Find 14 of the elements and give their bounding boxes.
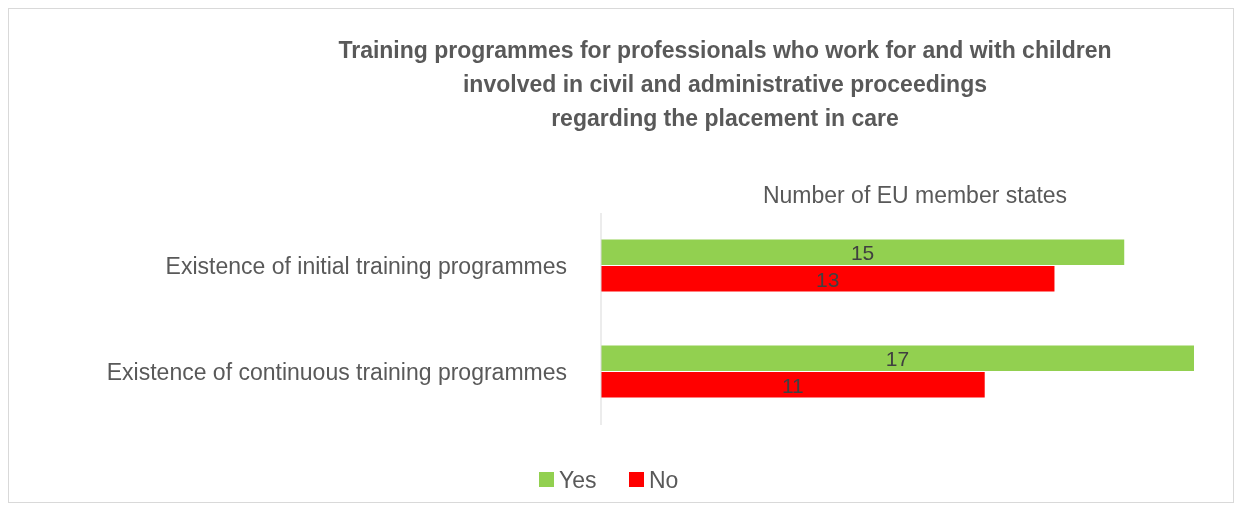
data-label: 11	[781, 373, 804, 397]
x-axis-title: Number of EU member states	[762, 182, 1068, 208]
y-tick-label: Existence of continuous training programmes	[106, 359, 567, 386]
data-label: 13	[816, 267, 840, 291]
bar	[601, 345, 1194, 371]
data-label: 17	[885, 347, 910, 371]
legend-label: No	[649, 467, 679, 494]
bar	[601, 239, 1125, 265]
bar	[601, 266, 1055, 292]
bar	[601, 372, 985, 398]
data-label: 15	[850, 241, 875, 265]
chart-title: Training programmes for professionals who work for and with children involved in civil and administrative proceedings regarding the placement in care	[338, 37, 1112, 131]
y-tick-label: Existence of initial training programmes	[165, 253, 567, 280]
legend-label: Yes	[559, 467, 597, 494]
